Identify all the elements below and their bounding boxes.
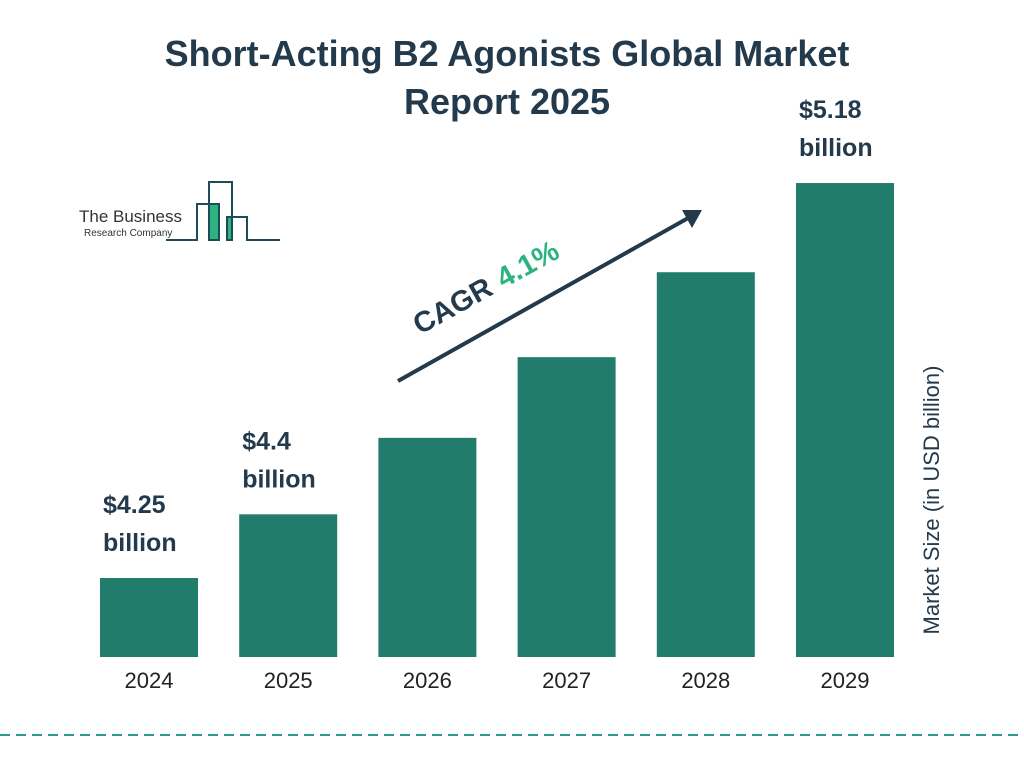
bar-2025 — [239, 514, 338, 657]
x-tick-label: 2028 — [681, 668, 730, 693]
x-tick-label: 2029 — [821, 668, 870, 693]
cagr-label: CAGR4.1% — [408, 235, 565, 341]
bar-2028 — [656, 272, 755, 657]
bar-2026 — [378, 437, 477, 657]
logo-line1: The Business — [79, 207, 182, 226]
bar-2029 — [796, 183, 894, 658]
data-label: $4.4 billion — [242, 427, 316, 493]
bar-2027 — [517, 357, 616, 657]
logo-bar — [227, 217, 232, 240]
data-label: $4.25 billion — [103, 491, 177, 557]
data-label: $5.18 billion — [799, 96, 873, 162]
cagr-arrow — [397, 210, 702, 383]
x-tick-label: 2025 — [264, 668, 313, 693]
logo-line2: Research Company — [84, 228, 172, 239]
chart-title: Short-Acting B2 Agonists Global Market R… — [164, 33, 850, 122]
x-tick-label: 2024 — [125, 668, 174, 693]
x-tick-label: 2026 — [403, 668, 452, 693]
logo-outline — [166, 181, 280, 241]
logo-bar — [209, 204, 219, 240]
bar-2024 — [100, 578, 198, 657]
x-tick-label: 2027 — [542, 668, 591, 693]
logo: The Business Research Company — [79, 181, 280, 241]
